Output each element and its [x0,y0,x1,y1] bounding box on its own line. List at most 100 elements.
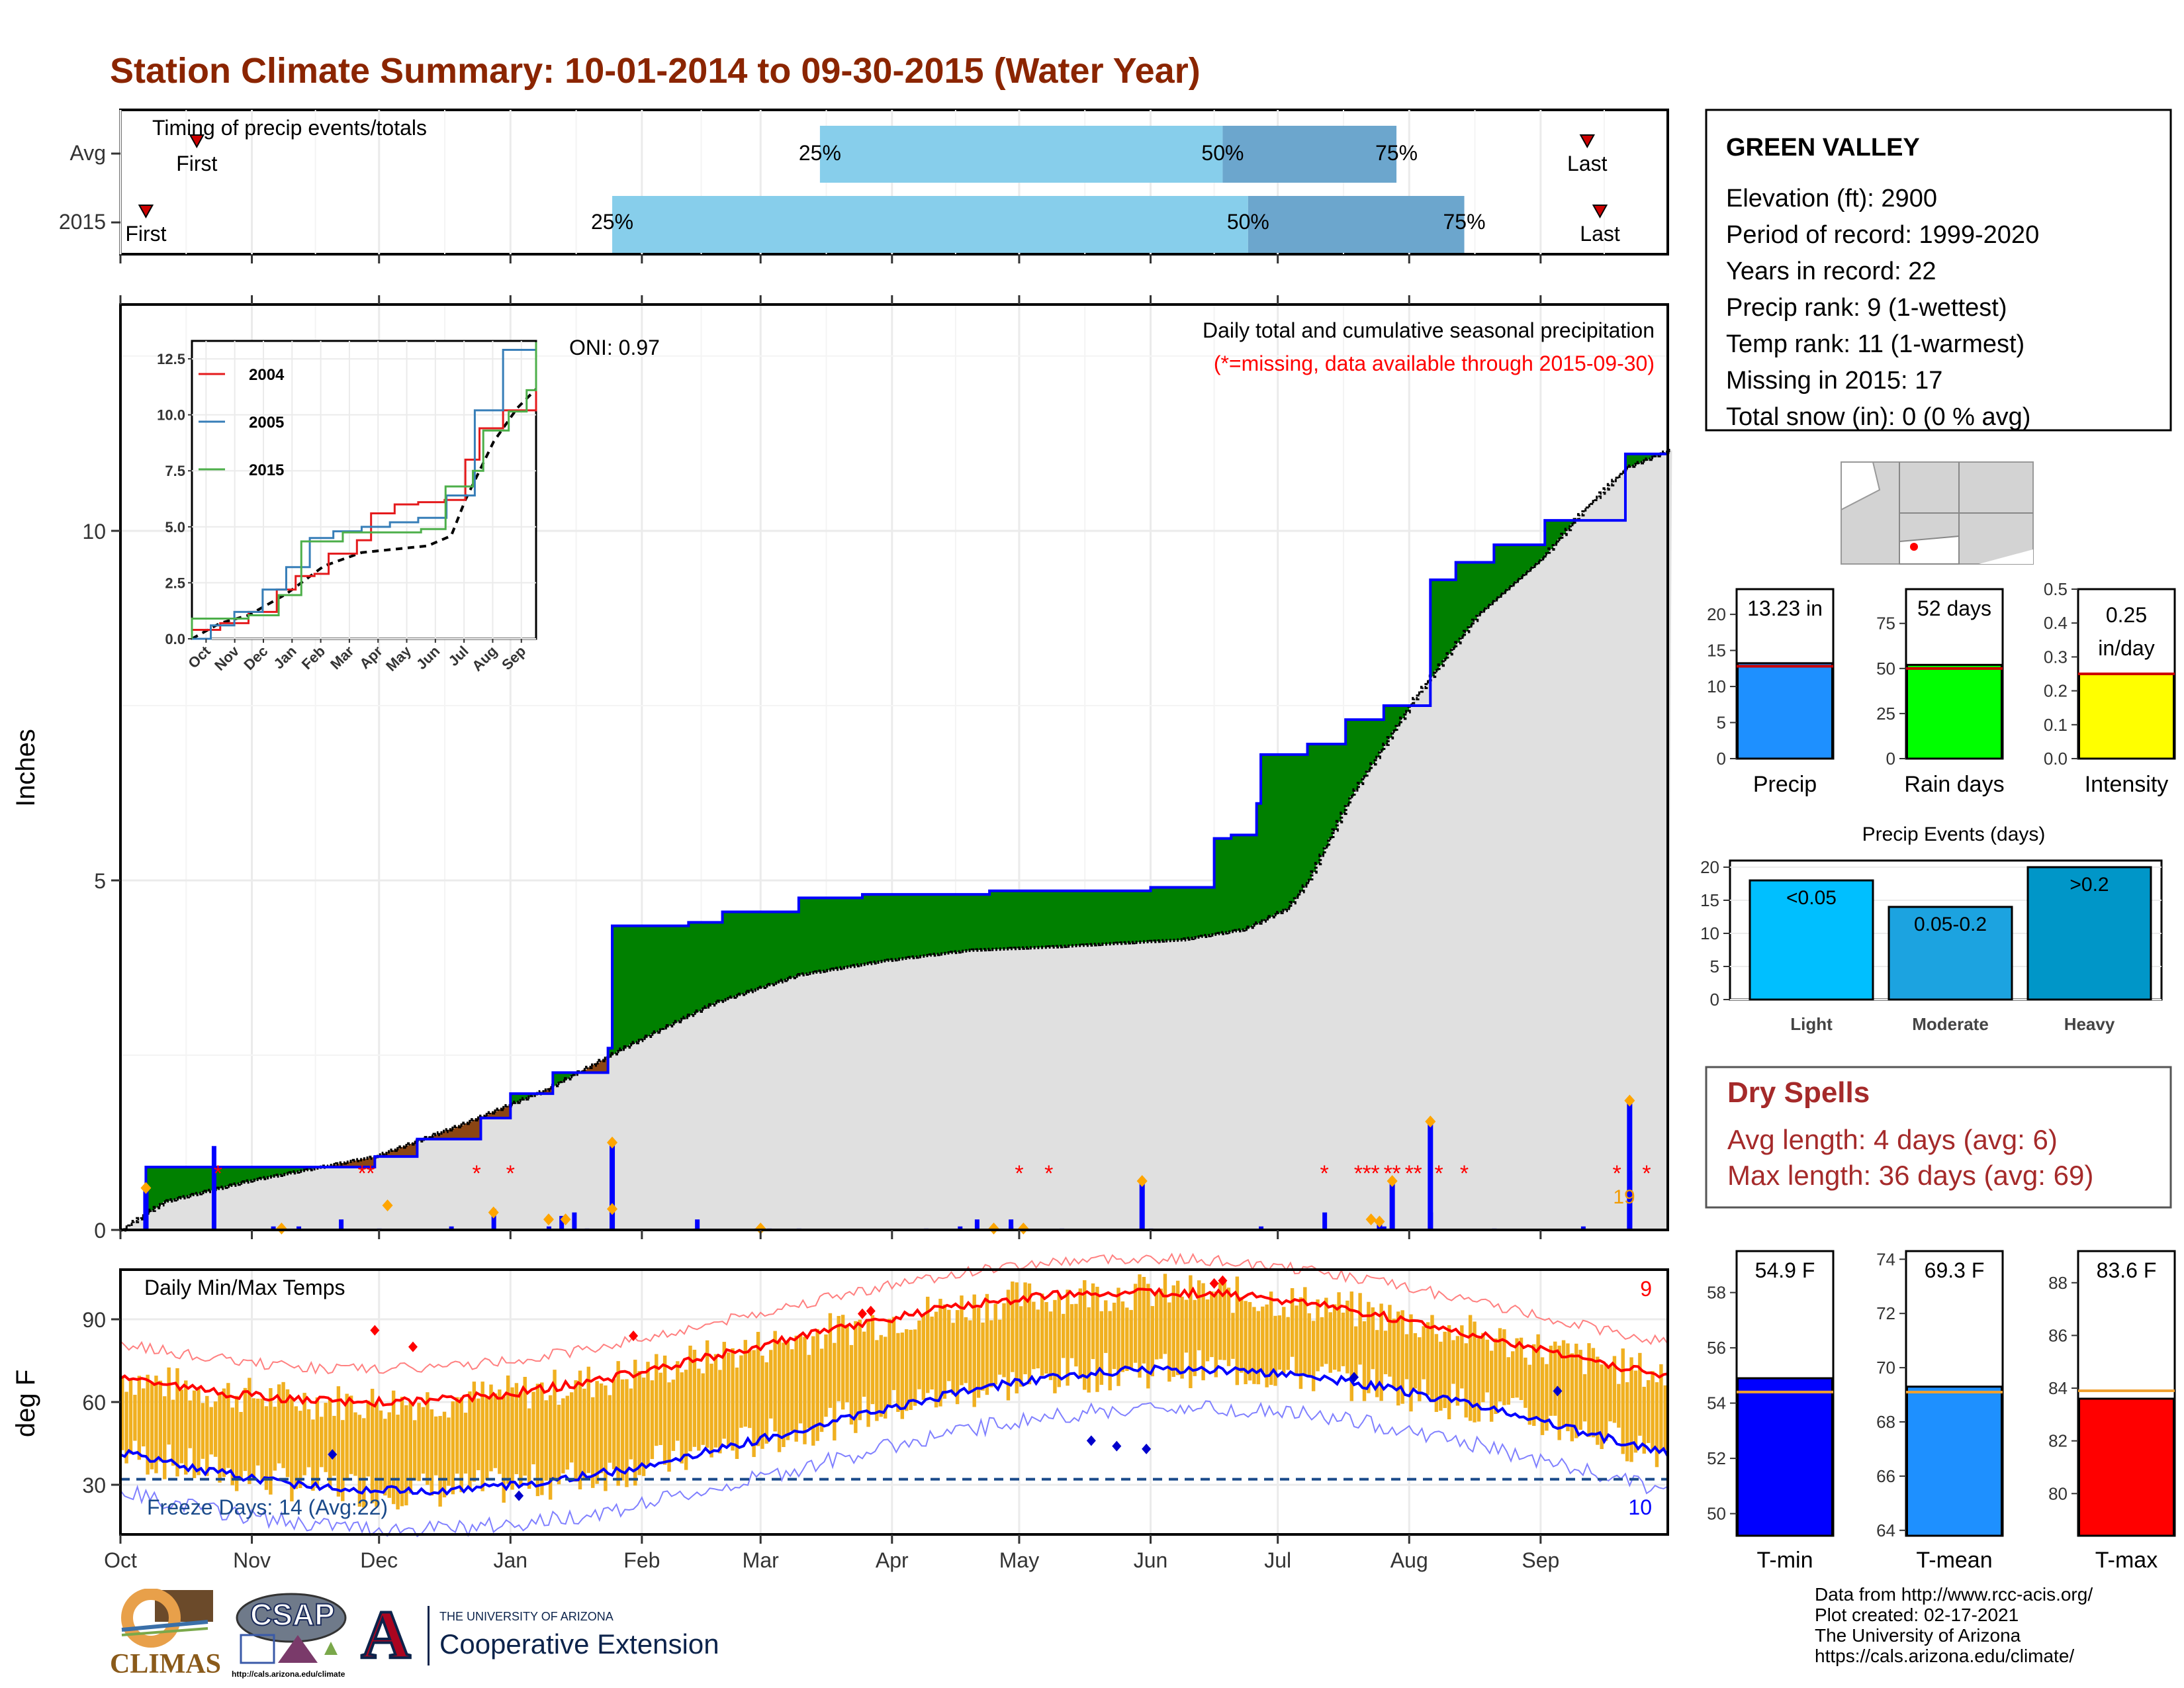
events-bar-label: >0.2 [2070,874,2109,896]
daily-temp-range-bar [701,1373,705,1445]
record-low-diamond [514,1490,524,1501]
gauge-fill-bar [1737,662,1833,760]
daily-temp-range-bar [328,1397,332,1488]
daily-temp-range-bar [794,1335,798,1442]
record-high-count: 9 [1640,1277,1652,1301]
daily-precip-bar [271,1226,276,1230]
daily-temp-range-bar [1549,1345,1553,1416]
temp-gauge-name-label: T-max [2095,1548,2158,1573]
gauge-value-label: 13.23 in [1747,596,1823,620]
events-bar [1749,879,1874,1001]
daily-temp-range-bar [667,1382,671,1472]
daily-temp-range-bar [1553,1341,1557,1416]
daily-temp-range-bar [913,1329,917,1406]
daily-temp-range-bar [650,1380,655,1460]
daily-temp-range-bar [1142,1276,1146,1364]
daily-temp-range-bar [519,1391,523,1487]
missing-day-marker: * [1434,1161,1443,1186]
daily-temp-range-bar [1163,1274,1167,1354]
precip-ytick-label: 10 [82,520,106,543]
daily-temp-range-bar [934,1311,938,1408]
timing-pct-label: 75% [1443,210,1486,234]
record-high-diamond [857,1308,867,1319]
daily-temp-range-bar [277,1384,281,1464]
daily-temp-range-bar [146,1374,150,1475]
daily-temp-range-bar [684,1370,688,1470]
daily-temp-range-bar [248,1378,251,1484]
daily-temp-range-bar [493,1393,498,1468]
record-high-diamond [370,1325,380,1336]
daily-temp-range-bar [306,1409,311,1468]
missing-day-marker: * [1044,1161,1053,1186]
daily-temp-range-bar [451,1401,455,1495]
gauge-ytick-label: 0 [1886,749,1895,769]
daily-temp-range-bar [396,1415,400,1510]
gauge-name-label: Precip [1753,772,1817,797]
station-info-line: Elevation (ft): 2900 [1726,185,1937,212]
inset-series-line [192,343,537,640]
daily-temp-range-bar [722,1342,726,1439]
daily-temp-range-bar [1290,1288,1295,1357]
temp-gauge-ytick-label: 82 [2048,1431,2068,1451]
daily-temp-range-bar [1205,1299,1210,1362]
timing-marker-label: First [176,152,217,175]
daily-temp-range-bar [561,1398,565,1474]
events-bar-label: <0.05 [1786,887,1837,909]
temp-gauge-ytick-label: 54 [1707,1393,1726,1413]
daily-temp-range-bar [1248,1301,1252,1381]
station-info-box: GREEN VALLEY Elevation (ft): 2900 Period … [1705,109,2172,432]
daily-temp-range-bar [1032,1301,1036,1370]
gauge-ytick-label: 15 [1707,641,1726,661]
daily-temp-range-bar [1524,1357,1527,1408]
events-ytick-label: 20 [1700,857,1719,877]
daily-temp-range-bar [1638,1352,1642,1436]
inset-ytick-label: 5.0 [165,519,185,536]
daily-temp-range-bar [764,1362,769,1444]
daily-temp-range-bar [260,1398,264,1482]
daily-temp-range-bar [1515,1338,1519,1398]
missing-day-marker: * [1354,1161,1363,1186]
daily-temp-range-bar [1210,1291,1214,1358]
daily-temp-range-bar [964,1317,968,1383]
daily-temp-range-bar [320,1417,324,1468]
daily-temp-range-bar [158,1380,163,1462]
daily-temp-range-bar [1388,1305,1392,1377]
month-tick-label: Oct [104,1548,137,1572]
daily-temp-range-bar [760,1355,764,1449]
daily-temp-range-bar [608,1395,612,1463]
dry-spells-avg: Avg length: 4 days (avg: 6) [1727,1124,2058,1155]
daily-temp-range-bar [120,1376,124,1450]
daily-precip-bar [339,1219,344,1230]
daily-temp-range-bar [1231,1313,1235,1359]
daily-temp-range-bar [163,1396,167,1479]
station-name: GREEN VALLEY [1726,134,1920,162]
daily-temp-range-bar [875,1340,879,1421]
avg-daily-diamond [1624,1094,1635,1107]
daily-temp-range-bar [264,1406,269,1490]
timing-bar-25-50 [819,126,1223,183]
daily-temp-range-bar [828,1313,833,1408]
inset-frame [191,340,537,640]
daily-temp-range-bar [192,1390,197,1478]
inset-ytick-label: 2.5 [165,575,185,591]
inset-ytick-label: 0.0 [165,631,185,647]
daily-temp-range-bar [858,1319,862,1421]
daily-temp-range-bar [1646,1380,1651,1443]
events-bar [2026,866,2152,1001]
daily-temp-range-bar [1430,1315,1434,1403]
daily-temp-range-bar [951,1323,955,1395]
daily-temp-range-bar [1295,1305,1298,1375]
events-ytick-label: 10 [1700,923,1719,943]
daily-temp-range-bar [1116,1288,1120,1386]
station-info-line: Period of record: 1999-2020 [1726,221,2039,249]
missing-day-marker: * [1015,1161,1023,1186]
daily-temp-range-bar [489,1384,493,1472]
events-ytick-label: 15 [1700,890,1719,910]
daily-temp-range-bar [569,1392,574,1463]
station-info-line: Temp rank: 11 (1-warmest) [1726,330,2025,358]
avg-daily-diamond [543,1213,554,1226]
timing-pct-label: 75% [1375,141,1418,165]
daily-temp-range-bar [514,1383,519,1474]
